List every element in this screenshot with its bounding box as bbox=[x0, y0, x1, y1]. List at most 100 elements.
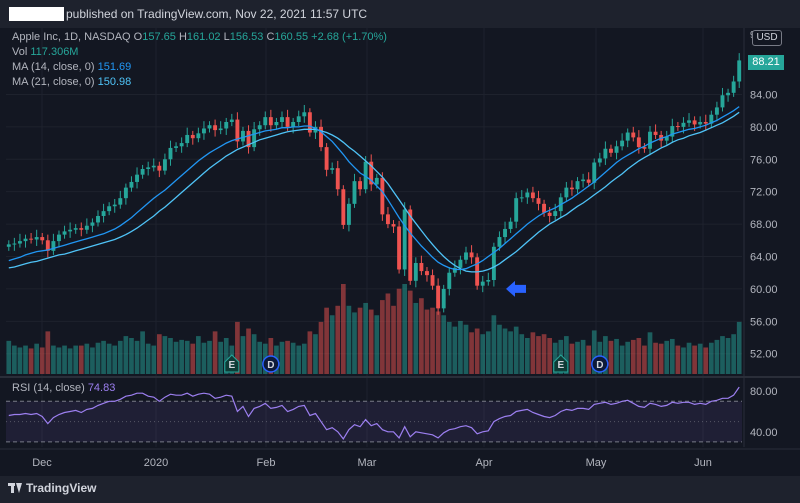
volume-bar bbox=[357, 307, 363, 374]
candle-body bbox=[179, 143, 184, 147]
time-tick-label: Dec bbox=[32, 457, 52, 469]
volume-bar bbox=[547, 338, 552, 374]
volume-bar bbox=[329, 315, 335, 374]
volume-bar bbox=[586, 345, 592, 374]
candle-body bbox=[241, 130, 245, 142]
volume-bar bbox=[106, 343, 112, 374]
currency-button[interactable]: USD bbox=[752, 30, 782, 46]
candle-body bbox=[419, 262, 424, 272]
candle-body bbox=[687, 120, 691, 123]
volume-bar bbox=[90, 347, 95, 374]
volume-bar bbox=[101, 340, 106, 374]
candle-body bbox=[6, 244, 11, 247]
volume-bar bbox=[251, 334, 257, 374]
legend-open-label: O bbox=[133, 31, 143, 43]
volume-bar bbox=[424, 309, 430, 374]
candle-body bbox=[385, 214, 390, 225]
volume-bar bbox=[413, 302, 419, 374]
volume-bar bbox=[340, 284, 346, 374]
volume-bar bbox=[279, 341, 285, 374]
candle-body bbox=[642, 147, 647, 149]
candle-body bbox=[636, 137, 641, 148]
candle-body bbox=[369, 161, 374, 185]
volume-bar bbox=[508, 331, 513, 374]
volume-bar bbox=[207, 340, 212, 374]
volume-bar bbox=[290, 342, 296, 374]
volume-bar bbox=[257, 341, 263, 374]
candle-body bbox=[430, 275, 435, 286]
legend-vol-value: 117.306M bbox=[30, 46, 79, 58]
candle-body bbox=[40, 237, 45, 241]
rsi-tick-label: 40.00 bbox=[750, 427, 778, 439]
candle-body bbox=[196, 133, 201, 139]
price-tick-label: 80.00 bbox=[750, 122, 778, 134]
candle-body bbox=[564, 187, 569, 198]
candle-body bbox=[45, 240, 50, 251]
candle-body bbox=[436, 285, 441, 309]
volume-bar bbox=[458, 320, 463, 374]
candle-body bbox=[380, 177, 385, 215]
candle-body bbox=[51, 241, 56, 251]
volume-bar bbox=[513, 326, 519, 374]
volume-bar bbox=[162, 336, 168, 374]
volume-bar bbox=[12, 345, 17, 374]
volume-bar bbox=[441, 315, 447, 374]
candle-body bbox=[726, 92, 731, 96]
volume-bar bbox=[603, 336, 608, 374]
candle-body bbox=[709, 114, 714, 124]
volume-bar bbox=[240, 336, 246, 374]
legend-symbol: Apple Inc, 1D, NASDAQ bbox=[12, 31, 131, 43]
volume-bar bbox=[452, 326, 458, 374]
rsi-tick-label: 80.00 bbox=[750, 386, 778, 398]
candle-body bbox=[675, 126, 680, 128]
volume-bar bbox=[580, 339, 586, 374]
published-text: published on TradingView.com, Nov 22, 20… bbox=[66, 7, 368, 21]
candle-body bbox=[140, 168, 145, 175]
candle-body bbox=[335, 168, 340, 190]
candle-body bbox=[291, 121, 296, 127]
volume-bar bbox=[463, 324, 469, 374]
volume-bar bbox=[78, 345, 84, 374]
volume-bar bbox=[117, 340, 123, 374]
price-tick-label: 52.00 bbox=[750, 349, 778, 361]
volume-bar bbox=[435, 311, 441, 374]
candle-body bbox=[17, 241, 22, 244]
last-price-label: 88.21 bbox=[748, 55, 784, 70]
volume-bar bbox=[480, 334, 486, 374]
candle-body bbox=[235, 119, 240, 142]
volume-bar bbox=[642, 345, 647, 374]
candle-body bbox=[614, 146, 619, 153]
candle-body bbox=[508, 221, 513, 229]
legend-ma14-label: MA (14, close, 0) bbox=[12, 61, 95, 73]
candle-body bbox=[631, 132, 636, 138]
volume-bar bbox=[179, 339, 184, 374]
candle-body bbox=[201, 128, 206, 134]
candle-body bbox=[397, 226, 402, 270]
candle-body bbox=[168, 147, 173, 160]
volume-bar bbox=[402, 284, 408, 374]
header-bar bbox=[0, 0, 800, 28]
volume-bar bbox=[196, 336, 201, 374]
candle-body bbox=[358, 181, 363, 190]
volume-bar bbox=[51, 345, 56, 374]
candle-body bbox=[285, 117, 290, 127]
candle-body bbox=[218, 128, 223, 131]
candle-body bbox=[112, 204, 117, 207]
candle-body bbox=[29, 238, 34, 240]
candle-body bbox=[330, 168, 335, 170]
volume-bar bbox=[524, 338, 530, 374]
volume-bar bbox=[725, 338, 731, 374]
candle-body bbox=[302, 112, 307, 117]
candle-body bbox=[162, 159, 167, 171]
volume-bar bbox=[173, 341, 179, 374]
candle-body bbox=[402, 209, 407, 270]
candle-body bbox=[452, 267, 457, 273]
volume-bar bbox=[630, 339, 636, 374]
dividend-marker-icon bbox=[591, 355, 609, 373]
volume-bar bbox=[569, 343, 575, 374]
candle-body bbox=[441, 288, 446, 309]
volume-bar bbox=[608, 340, 614, 374]
candle-body bbox=[268, 117, 273, 126]
candle-body bbox=[737, 60, 742, 82]
